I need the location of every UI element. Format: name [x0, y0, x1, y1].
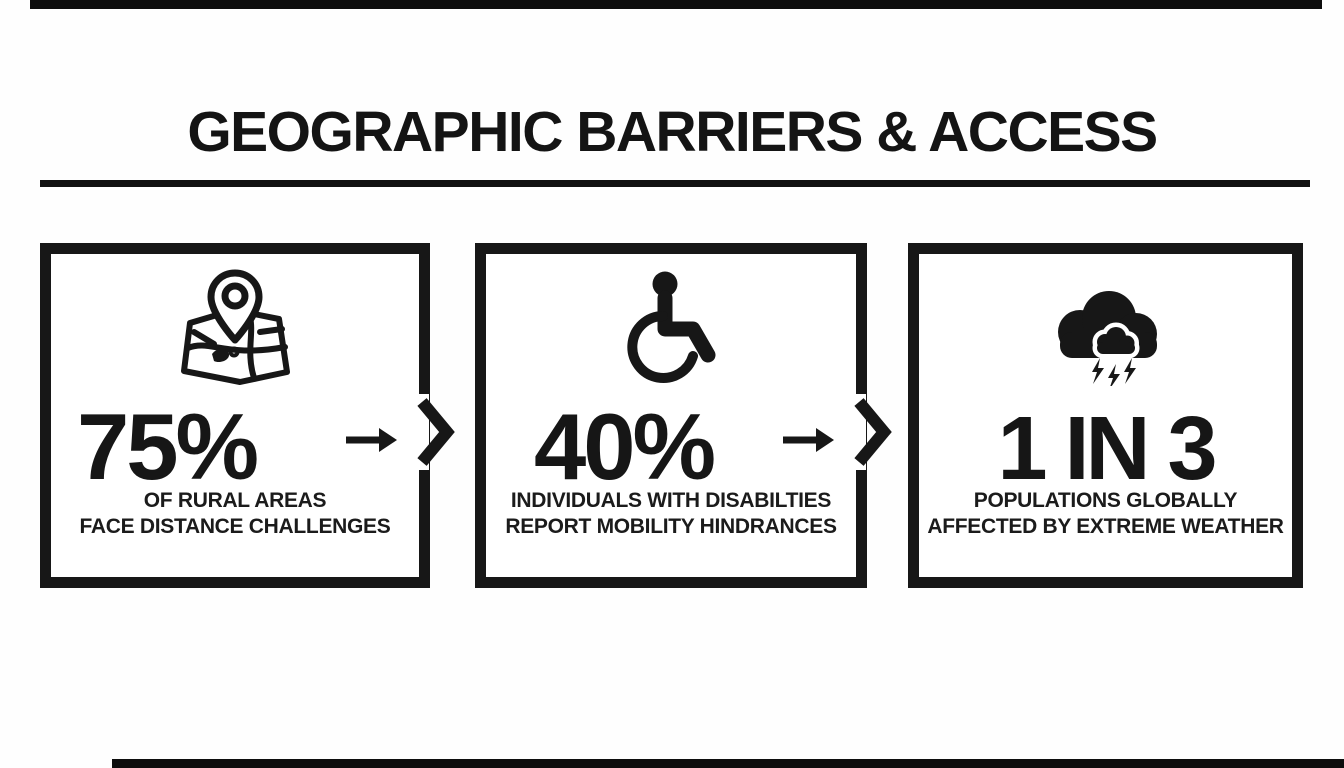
caption-line-2: FACE DISTANCE CHALLENGES	[79, 514, 391, 538]
stat-value: 40%	[534, 394, 716, 499]
chevron-separator-icon	[853, 394, 892, 470]
decorative-bottom-bar	[112, 759, 1344, 768]
page-title: GEOGRAPHIC BARRIERS & ACCESS	[187, 100, 1158, 164]
stat-card-mobility: 40% INDIVIDUALS WITH DISABILTIES REPORT …	[475, 243, 892, 588]
decorative-top-bar	[30, 0, 1322, 9]
wheelchair-icon	[486, 268, 856, 386]
stat-card-extreme-weather: 1 IN 3 POPULATIONS GLOBALLY AFFECTED BY …	[908, 243, 1303, 588]
map-location-icon	[51, 268, 419, 386]
chevron-separator-icon	[416, 394, 455, 470]
arrow-right-icon	[346, 428, 397, 452]
storm-cloud-icon	[919, 286, 1292, 386]
stat-value: 1 IN 3	[997, 399, 1217, 499]
caption-line-2: AFFECTED BY EXTREME WEATHER	[927, 514, 1284, 538]
arrow-right-icon	[783, 428, 834, 452]
stat-value: 75%	[77, 394, 259, 499]
title-divider	[40, 180, 1310, 187]
caption-line-2: REPORT MOBILITY HINDRANCES	[505, 514, 837, 538]
caption-line-1: POPULATIONS GLOBALLY	[973, 489, 1238, 512]
caption-line-1: INDIVIDUALS WITH DISABILTIES	[510, 489, 832, 512]
caption-line-1: OF RURAL AREAS	[143, 489, 327, 512]
stat-caption: OF RURAL AREAS FACE DISTANCE CHALLENGES	[51, 488, 419, 539]
stat-caption: INDIVIDUALS WITH DISABILTIES REPORT MOBI…	[486, 488, 856, 539]
stat-card-rural-distance: 75% OF RURAL AREAS FACE DISTANCE CHALLEN…	[40, 243, 455, 588]
stat-caption: POPULATIONS GLOBALLY AFFECTED BY EXTREME…	[919, 488, 1292, 539]
